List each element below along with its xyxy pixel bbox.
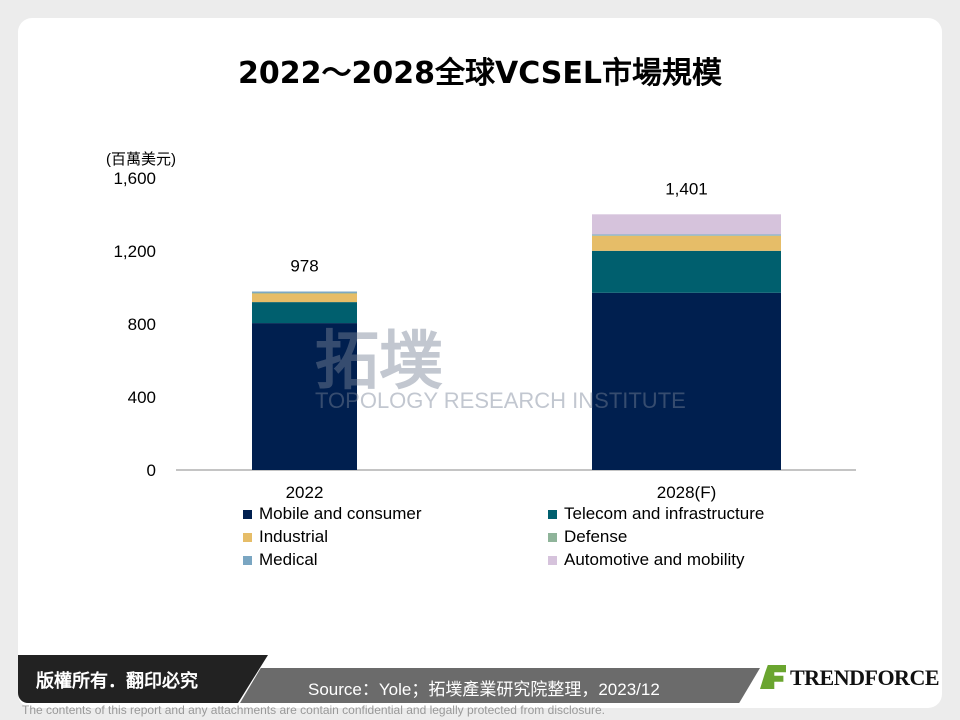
legend-item: Mobile and consumer <box>243 504 422 524</box>
copyright-banner: 版權所有．翻印必究 <box>18 655 268 703</box>
bar-segment-automotive-and-mobility <box>592 214 781 235</box>
legend-swatch <box>548 533 557 542</box>
legend-swatch <box>243 533 252 542</box>
chart-title: 2022～2028全球VCSEL市場規模 <box>238 56 722 91</box>
bar-segment-defense <box>592 235 781 236</box>
y-tick-label: 1,600 <box>113 169 156 188</box>
legend-label: Telecom and infrastructure <box>564 504 765 523</box>
bar-segment-telecom-and-infrastructure <box>592 250 781 293</box>
watermark-en: TOPOLOGY RESEARCH INSTITUTE <box>315 388 686 413</box>
trendforce-logo-icon <box>760 665 786 689</box>
legend-label: Defense <box>564 527 628 546</box>
bar-segment-defense <box>252 292 357 294</box>
slide-card <box>18 18 942 708</box>
watermark-cn: 拓墣 <box>315 325 443 399</box>
trendforce-logo: TRENDFORCE <box>760 665 940 691</box>
bar-segment-industrial <box>592 235 781 251</box>
legend-label: Industrial <box>259 527 328 546</box>
y-tick-label: 0 <box>147 461 156 480</box>
legend-item: Defense <box>548 527 627 547</box>
legend-label: Automotive and mobility <box>564 550 745 569</box>
y-tick-label: 800 <box>128 315 156 334</box>
x-tick-label: 2022 <box>286 483 324 502</box>
bar-segment-medical <box>592 234 781 236</box>
legend-label: Mobile and consumer <box>259 504 422 523</box>
legend-item: Telecom and infrastructure <box>548 504 764 524</box>
legend-swatch <box>548 556 557 565</box>
bar-segment-mobile-and-consumer <box>252 323 357 470</box>
bar-segment-industrial <box>252 293 357 303</box>
y-axis-unit: (百萬美元) <box>106 151 176 168</box>
source-text: Source：Yole；拓墣產業研究院整理，2023/12 <box>308 680 660 699</box>
y-tick-label: 1,200 <box>113 242 156 261</box>
total-label: 1,401 <box>665 179 708 198</box>
total-label: 978 <box>290 257 318 276</box>
legend-item: Industrial <box>243 527 328 547</box>
bar-segment-mobile-and-consumer <box>592 292 781 470</box>
disclaimer: The contents of this report and any atta… <box>22 703 605 717</box>
copyright-text: 版權所有．翻印必究 <box>36 671 198 692</box>
x-tick-label: 2028(F) <box>657 483 717 502</box>
legend-item: Automotive and mobility <box>548 550 744 570</box>
legend-swatch <box>243 510 252 519</box>
source-banner: Source：Yole；拓墣產業研究院整理，2023/12 <box>240 668 760 703</box>
legend-label: Medical <box>259 550 318 569</box>
bar-segment-medical <box>252 291 357 293</box>
legend-item: Medical <box>243 550 318 570</box>
y-tick-label: 400 <box>128 388 156 407</box>
bar-segment-telecom-and-infrastructure <box>252 302 357 324</box>
legend-swatch <box>548 510 557 519</box>
legend-swatch <box>243 556 252 565</box>
